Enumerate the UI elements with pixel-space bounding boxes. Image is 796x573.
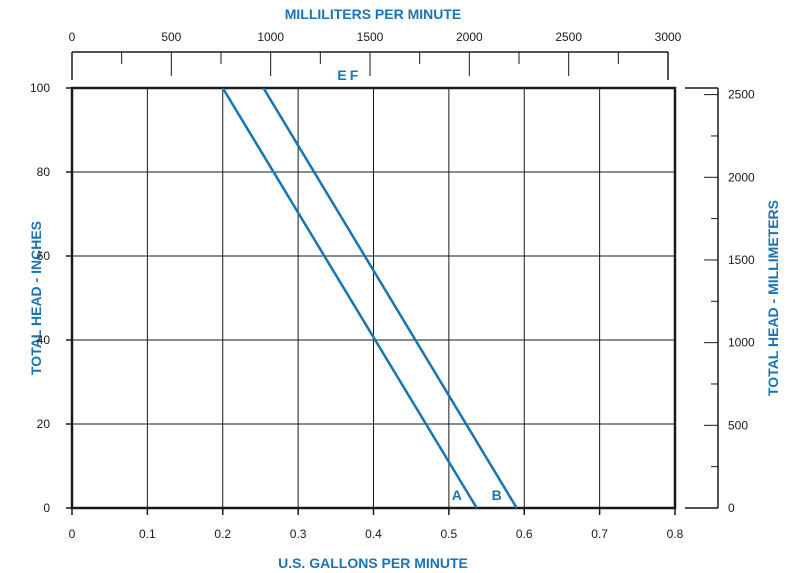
top-tick-label: 500 (161, 30, 181, 44)
right-tick-label: 2000 (728, 170, 755, 184)
top-tick-label: 1500 (357, 30, 384, 44)
y-tick-label: 100 (30, 81, 50, 95)
top-tick-label: 3000 (655, 30, 682, 44)
x-axis-title: U.S. GALLONS PER MINUTE (278, 555, 468, 571)
grid (72, 88, 675, 508)
right-tick-label: 500 (728, 418, 748, 432)
x-tick-label: 0.5 (441, 527, 458, 541)
top-tick-label: 1000 (257, 30, 284, 44)
plot-frame (70, 86, 677, 510)
right-tick-label: 1000 (728, 336, 755, 350)
y-axis-title-left: TOTAL HEAD - INCHES (28, 221, 44, 375)
right-tick-label: 0 (728, 501, 735, 515)
y-axis-title-right: TOTAL HEAD - MILLIMETERS (765, 200, 781, 396)
y-tick-label: 0 (43, 501, 50, 515)
right-tick-label: 1500 (728, 253, 755, 267)
top-tick-label: 2500 (555, 30, 582, 44)
y-tick-label: 20 (37, 417, 51, 431)
x-tick-label: 0.7 (591, 527, 608, 541)
series-line-a (221, 87, 478, 509)
right-tick-label: 2500 (728, 88, 755, 102)
curve-top-label-f: F (350, 67, 359, 83)
top-tick-label: 2000 (456, 30, 483, 44)
x-tick-label: 0.3 (290, 527, 307, 541)
x-tick-label: 0.2 (214, 527, 231, 541)
y-tick-label: 60 (37, 249, 51, 263)
curve-label-a: A (452, 487, 462, 503)
x-tick-label: 0.1 (139, 527, 156, 541)
x-tick-label: 0 (69, 527, 76, 541)
top-axis-title: MILLILITERS PER MINUTE (285, 6, 462, 22)
top-tick-label: 0 (69, 30, 76, 44)
series-line-b (262, 87, 518, 509)
x-tick-label: 0.8 (667, 527, 684, 541)
curve-label-b: B (492, 487, 502, 503)
axes (66, 51, 719, 515)
x-tick-label: 0.6 (516, 527, 533, 541)
curve-top-label-e: E (337, 67, 346, 83)
series-lines (221, 87, 518, 509)
y-tick-label: 40 (37, 333, 51, 347)
x-tick-label: 0.4 (365, 527, 382, 541)
y-tick-label: 80 (37, 165, 51, 179)
